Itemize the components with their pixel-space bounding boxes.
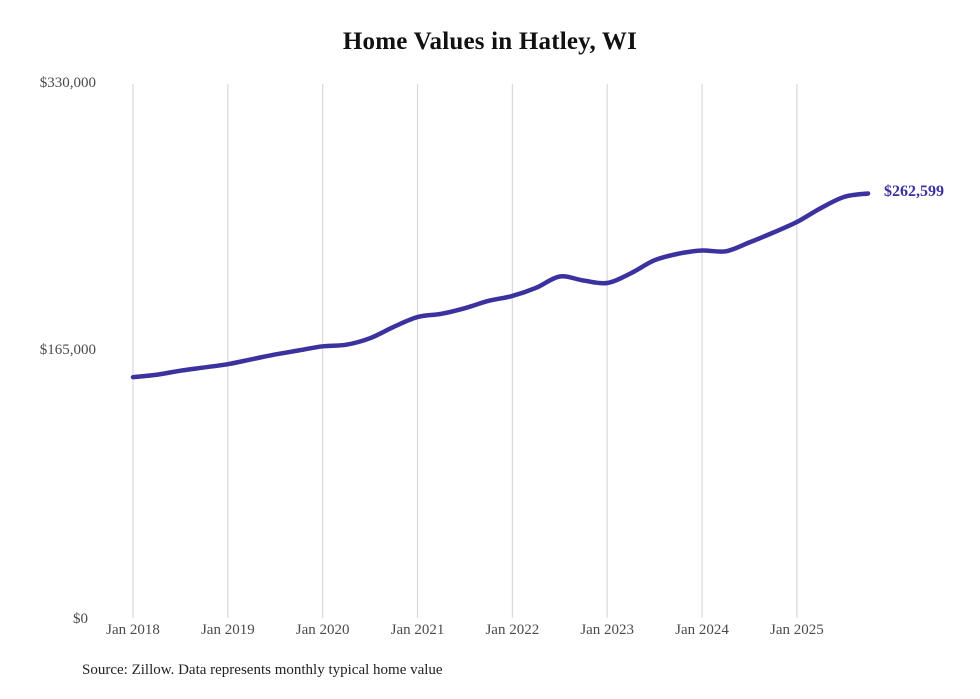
x-axis-tick-jan-2019: Jan 2019: [200, 622, 255, 638]
x-axis-tick-jan-2021: Jan 2021: [390, 622, 445, 638]
y-axis-tick-330000: $330,000: [39, 75, 96, 91]
x-axis-tick-jan-2023: Jan 2023: [580, 622, 635, 638]
y-axis-tick-0: $0: [73, 611, 88, 627]
x-axis-tick-jan-2020: Jan 2020: [295, 622, 350, 638]
chart-title: Home Values in Hatley, WI: [342, 28, 638, 55]
y-axis-tick-165000: $165,000: [39, 342, 96, 358]
end-value-annotation: $262,599: [884, 183, 944, 201]
x-axis-tick-jan-2018: Jan 2018: [106, 622, 160, 638]
gridlines: [132, 84, 798, 618]
value-line-series: [130, 191, 871, 380]
x-axis-tick-jan-2025: Jan 2025: [769, 622, 824, 638]
x-axis-tick-jan-2024: Jan 2024: [675, 622, 729, 638]
source-note: Source: Zillow. Data represents monthly …: [82, 662, 443, 678]
x-axis-tick-jan-2022: Jan 2022: [485, 622, 540, 638]
